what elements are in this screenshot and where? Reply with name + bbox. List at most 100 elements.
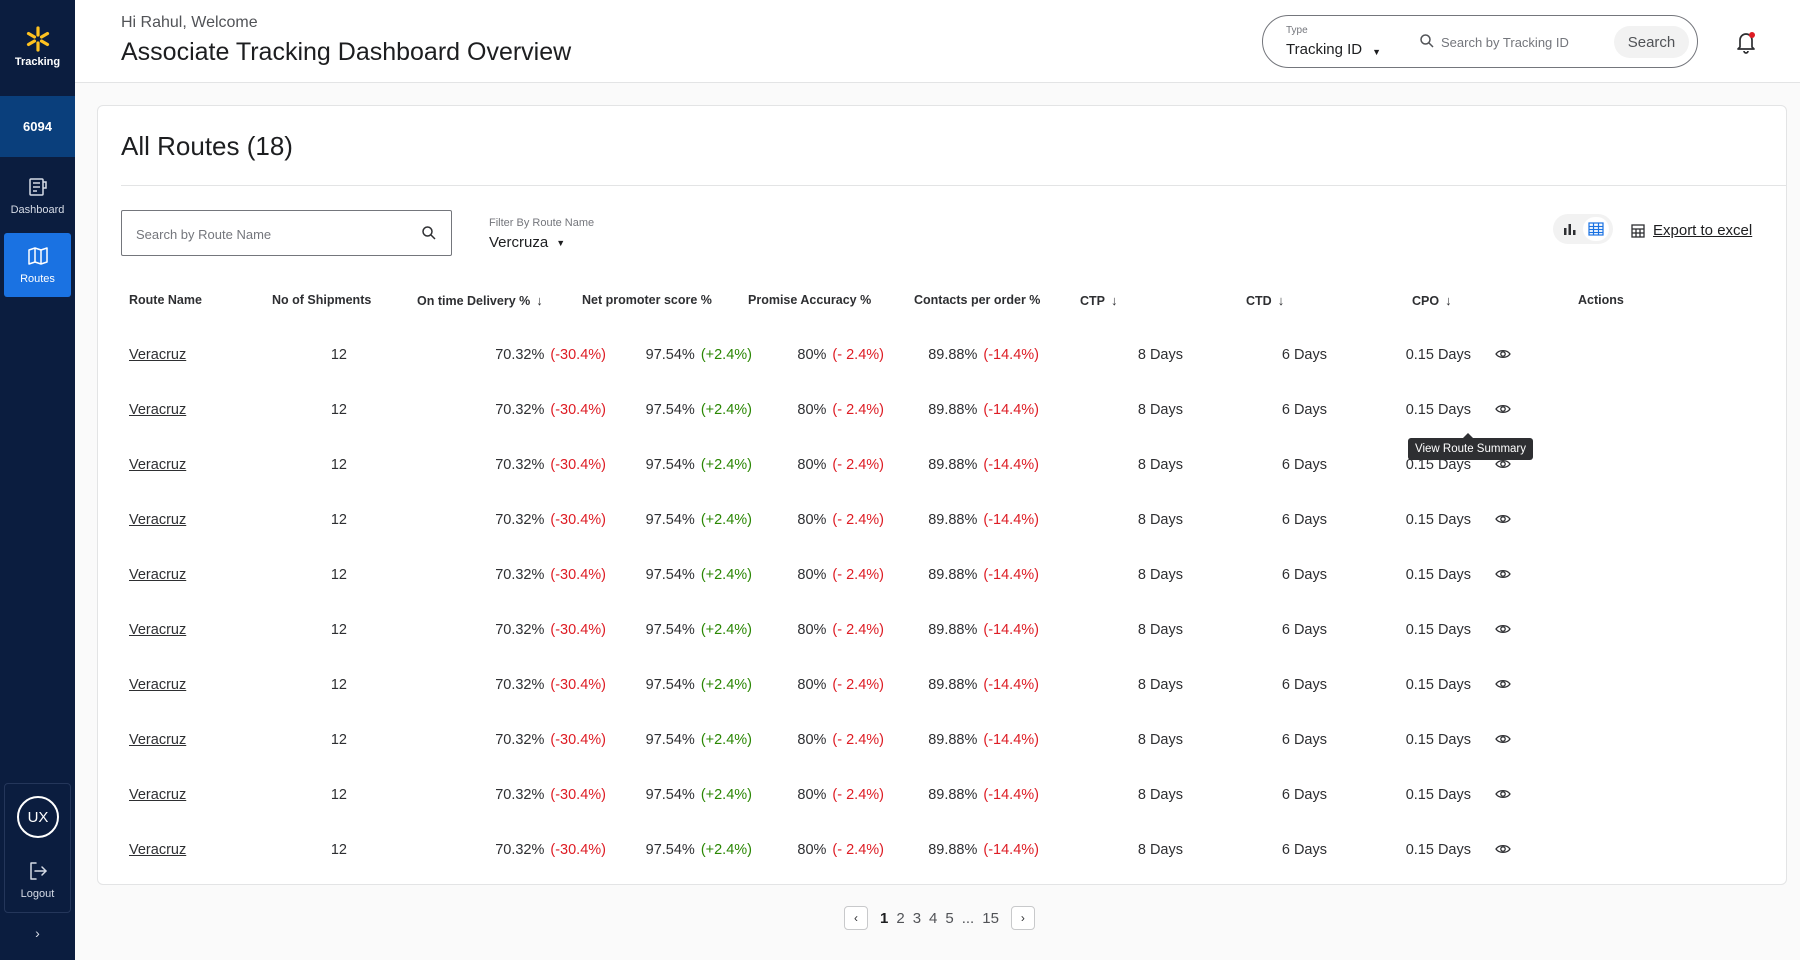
chart-view-button[interactable] xyxy=(1557,217,1583,241)
page-number[interactable]: 15 xyxy=(982,909,999,927)
table-row: Veracruz 12 70.32% (-30.4%) 97.54% (+2.4%) 80%… xyxy=(121,657,1761,712)
route-name-link[interactable]: Veracruz xyxy=(129,456,187,473)
delta-positive: (+2.4%) xyxy=(700,786,752,803)
table-view-button[interactable] xyxy=(1583,217,1609,241)
spark-icon xyxy=(26,26,49,52)
table-row: Veracruz 12 70.32% (-30.4%) 97.54% (+2.4%) 80%… xyxy=(121,822,1761,877)
column-header[interactable]: CTP ↓ xyxy=(1080,293,1118,308)
contacts-per-order-cell: 89.88% (-14.4%) xyxy=(861,437,1039,492)
store-number[interactable]: 6094 xyxy=(0,96,75,157)
view-icon[interactable] xyxy=(1495,622,1511,636)
type-select[interactable]: Tracking ID ▼ xyxy=(1286,41,1381,58)
delta-negative: (-30.4%) xyxy=(550,511,606,528)
route-name-link[interactable]: Veracruz xyxy=(129,731,187,748)
value: 70.32% xyxy=(495,841,545,858)
route-name-link[interactable]: Veracruz xyxy=(129,566,187,583)
logout-button[interactable]: Logout xyxy=(5,860,70,900)
delta-negative: (-30.4%) xyxy=(550,676,606,693)
contacts-per-order-cell: 89.88% (-14.4%) xyxy=(861,767,1039,822)
route-name-link[interactable]: Veracruz xyxy=(129,401,187,418)
view-icon[interactable] xyxy=(1495,842,1511,856)
logout-label: Logout xyxy=(20,888,55,900)
search-button[interactable]: Search xyxy=(1614,26,1689,58)
view-icon[interactable] xyxy=(1495,787,1511,801)
column-header[interactable]: Route Name xyxy=(129,293,202,307)
routes-title: All Routes (18) xyxy=(121,131,293,161)
column-header[interactable]: No of Shipments xyxy=(272,293,371,307)
column-header[interactable]: CPO ↓ xyxy=(1412,293,1452,308)
route-name-link[interactable]: Veracruz xyxy=(129,346,187,363)
column-header[interactable]: On time Delivery % ↓ xyxy=(417,293,543,308)
logout-icon xyxy=(29,862,47,880)
page-number[interactable]: 2 xyxy=(896,909,905,927)
value: 97.54% xyxy=(645,621,695,638)
column-header[interactable]: CTD ↓ xyxy=(1246,293,1284,308)
column-header[interactable]: Promise Accuracy % xyxy=(748,293,871,307)
value: 89.88% xyxy=(928,786,978,803)
promise-accuracy-cell: 80% (- 2.4%) xyxy=(701,547,884,602)
tracking-id-input[interactable] xyxy=(1441,30,1611,54)
page-number[interactable]: 3 xyxy=(912,909,922,927)
next-page-button[interactable]: › xyxy=(1010,906,1035,930)
promise-accuracy-cell: 80% (- 2.4%) xyxy=(701,492,884,547)
column-label: Actions xyxy=(1578,293,1624,307)
delta-negative: (- 2.4%) xyxy=(832,786,884,803)
delta-negative: (-14.4%) xyxy=(983,346,1039,363)
table-row: Veracruz 12 70.32% (-30.4%) 97.54% (+2.4%) 80%… xyxy=(121,327,1761,382)
route-name-link[interactable]: Veracruz xyxy=(129,511,187,528)
route-filter-select[interactable]: Vercruza ▼ xyxy=(489,234,565,251)
page-number[interactable]: 1 xyxy=(880,909,889,927)
view-icon[interactable] xyxy=(1495,732,1511,746)
sidebar-item-dashboard[interactable]: Dashboard xyxy=(4,164,71,228)
delta-negative: (-30.4%) xyxy=(550,841,606,858)
route-name-link[interactable]: Veracruz xyxy=(129,786,187,803)
view-icon[interactable] xyxy=(1495,457,1511,471)
route-name-link[interactable]: Veracruz xyxy=(129,621,187,638)
avatar[interactable]: UX xyxy=(17,796,59,838)
page-number[interactable]: 4 xyxy=(929,909,938,927)
notifications-button[interactable] xyxy=(1735,30,1757,59)
sidebar-item-routes[interactable]: Routes xyxy=(4,233,71,297)
type-label: Type xyxy=(1286,25,1308,36)
route-name-cell: Veracruz xyxy=(129,382,186,437)
view-icon[interactable] xyxy=(1495,677,1511,691)
shipments-cell: 12 xyxy=(330,456,347,473)
value: 70.32% xyxy=(495,401,545,418)
contacts-per-order-cell: 89.88% (-14.4%) xyxy=(861,712,1039,767)
search-icon[interactable] xyxy=(421,225,437,241)
value: 80% xyxy=(797,566,827,583)
column-header[interactable]: Contacts per order % xyxy=(914,293,1040,307)
tooltip: View Route Summary xyxy=(1408,433,1533,460)
value: 89.88% xyxy=(928,456,978,473)
delta-negative: (-30.4%) xyxy=(550,401,606,418)
cpo-cell: 0.15 Days xyxy=(1405,731,1471,748)
dashboard-icon xyxy=(28,178,47,196)
view-icon[interactable] xyxy=(1495,347,1511,361)
ctp-cell: 8 Days xyxy=(1137,566,1183,583)
view-icon[interactable] xyxy=(1495,512,1511,526)
brand-logo[interactable]: Tracking xyxy=(0,0,75,94)
table-row: Veracruz 12 70.32% (-30.4%) 97.54% (+2.4%) 80%… xyxy=(121,767,1761,822)
route-search-input[interactable] xyxy=(136,223,406,245)
route-name-link[interactable]: Veracruz xyxy=(129,676,187,693)
contacts-per-order-cell: 89.88% (-14.4%) xyxy=(861,822,1039,877)
view-icon[interactable] xyxy=(1495,402,1511,416)
bell-icon xyxy=(1737,32,1755,54)
page-number[interactable]: 5 xyxy=(945,909,954,927)
value: 97.54% xyxy=(645,731,695,748)
prev-page-button[interactable]: ‹ xyxy=(844,906,868,930)
cpo-cell: 0.15 Days xyxy=(1405,566,1471,583)
value: 89.88% xyxy=(928,621,978,638)
column-header: Actions xyxy=(1578,293,1624,307)
pagination: ‹ 1 2 3 4 5 ... 15 › xyxy=(844,906,1035,930)
column-header[interactable]: Net promoter score % xyxy=(582,293,712,307)
route-name-link[interactable]: Veracruz xyxy=(129,841,187,858)
view-icon[interactable] xyxy=(1495,567,1511,581)
sidebar-expand-button[interactable]: › xyxy=(0,925,75,941)
ctd-cell: 6 Days xyxy=(1281,401,1327,418)
cpo-cell: 0.15 Days xyxy=(1405,456,1471,473)
cpo-cell: 0.15 Days xyxy=(1405,786,1471,803)
ctp-cell: 8 Days xyxy=(1137,511,1183,528)
table-row: Veracruz 12 70.32% (-30.4%) 97.54% (+2.4%) 80%… xyxy=(121,382,1761,437)
export-excel-button[interactable]: Export to excel xyxy=(1631,222,1752,239)
